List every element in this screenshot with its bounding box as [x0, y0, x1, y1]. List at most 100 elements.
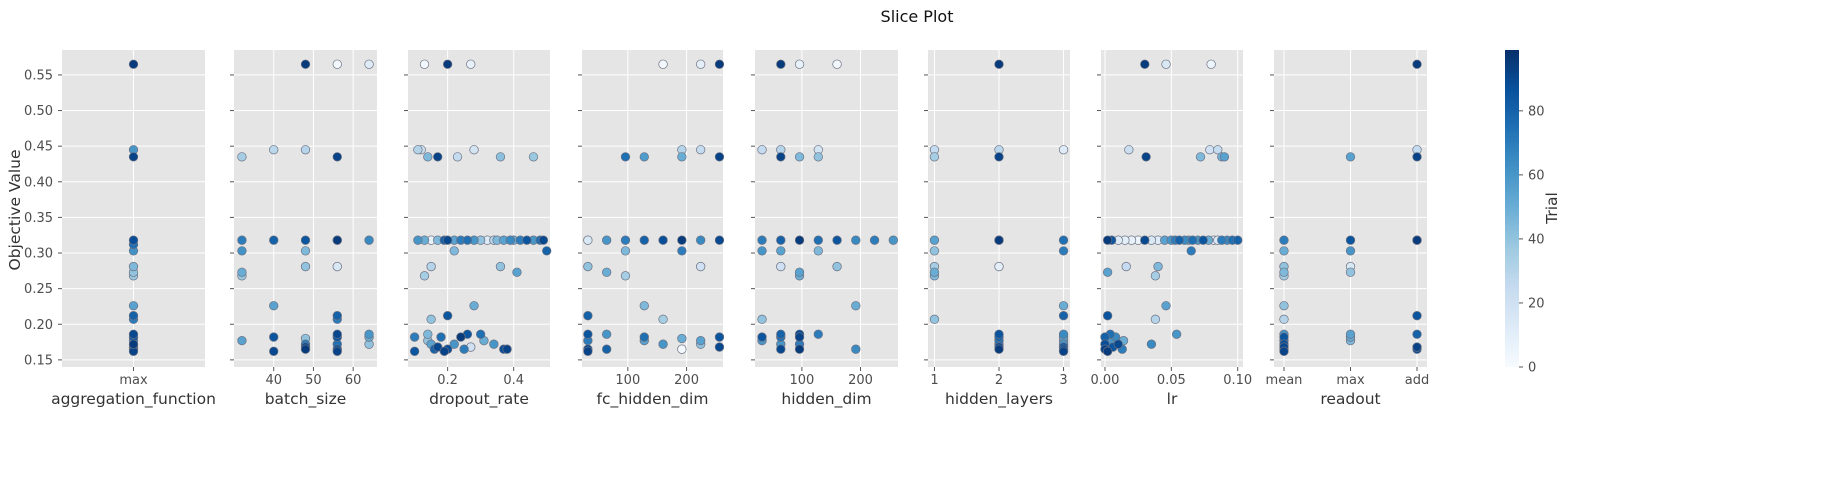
data-point	[1058, 346, 1069, 356]
data-point	[433, 342, 443, 352]
data-point	[851, 344, 861, 354]
data-point	[1140, 59, 1150, 69]
data-point	[794, 59, 805, 69]
x-tick-label: 0.4	[503, 373, 524, 388]
data-point	[459, 344, 469, 354]
data-point	[794, 267, 805, 277]
colorbar-tick-label: 60	[1528, 168, 1545, 183]
data-point	[1217, 235, 1227, 245]
data-point	[583, 346, 593, 356]
data-point	[495, 261, 506, 272]
data-point	[583, 235, 593, 245]
colorbar-tick-label: 80	[1528, 104, 1545, 119]
data-point	[442, 59, 453, 69]
data-point	[237, 335, 247, 346]
data-point	[413, 145, 423, 155]
data-point	[583, 311, 593, 321]
data-point	[994, 329, 1004, 339]
x-tick-label: 2	[995, 373, 1003, 388]
colorbar-tick-label: 0	[1528, 361, 1536, 376]
data-point	[269, 145, 279, 155]
data-point	[813, 152, 823, 162]
y-tick-label: 0.30	[24, 247, 53, 262]
data-point	[300, 246, 311, 256]
x-axis-title: batch_size	[265, 390, 347, 409]
data-point	[1412, 152, 1422, 162]
data-point	[1161, 301, 1171, 311]
data-point	[128, 339, 139, 349]
data-point	[1233, 235, 1243, 245]
data-point	[776, 59, 786, 69]
data-point	[1219, 152, 1230, 162]
data-point	[1150, 271, 1161, 281]
x-tick-label: 1	[930, 373, 938, 388]
data-point	[696, 335, 706, 346]
data-point	[583, 261, 593, 272]
y-axis-title: Objective Value	[6, 150, 24, 271]
data-point	[332, 59, 342, 69]
data-point	[1186, 246, 1196, 256]
data-point	[1058, 145, 1069, 155]
data-point	[1412, 311, 1422, 321]
data-point	[436, 332, 446, 342]
data-point	[832, 261, 842, 272]
data-point	[776, 261, 786, 272]
data-point	[794, 152, 805, 162]
data-point	[1058, 311, 1069, 321]
data-point	[409, 332, 420, 342]
y-tick-label: 0.40	[24, 175, 53, 190]
y-tick-label: 0.50	[24, 104, 53, 119]
data-point	[776, 329, 786, 339]
y-tick-label: 0.15	[24, 353, 53, 368]
data-point	[1146, 339, 1157, 349]
x-tick-label: 0.10	[1223, 373, 1252, 388]
data-point	[128, 329, 139, 339]
data-point	[269, 332, 279, 342]
data-point	[851, 301, 861, 311]
data-point	[1102, 267, 1113, 277]
data-point	[1141, 152, 1151, 162]
data-point	[469, 301, 479, 311]
data-point	[813, 235, 823, 245]
data-point	[1198, 235, 1208, 245]
data-point	[1279, 267, 1289, 277]
data-point	[794, 344, 805, 354]
data-point	[794, 332, 805, 342]
data-point	[1102, 346, 1113, 356]
data-point	[502, 344, 512, 354]
data-point	[620, 152, 631, 162]
data-point	[696, 235, 706, 245]
data-point	[813, 329, 823, 339]
data-point	[1345, 329, 1356, 339]
data-point	[409, 346, 420, 356]
panel-readout: mean max add readout	[1266, 50, 1429, 408]
data-point	[1279, 314, 1289, 324]
data-point	[522, 235, 532, 245]
data-point	[469, 145, 479, 155]
data-point	[449, 339, 459, 349]
data-point	[696, 261, 706, 272]
data-point	[442, 311, 453, 321]
colorbar-tick-label: 20	[1528, 296, 1545, 311]
data-point	[1412, 342, 1422, 352]
panel-background	[408, 50, 550, 367]
data-point	[658, 339, 668, 349]
data-point	[332, 346, 342, 356]
data-point	[300, 235, 311, 245]
data-point	[476, 329, 486, 339]
data-point	[300, 261, 311, 272]
data-point	[1153, 261, 1163, 272]
data-point	[1279, 301, 1289, 311]
data-point	[714, 332, 725, 342]
data-point	[757, 332, 767, 342]
data-point	[423, 152, 433, 162]
x-tick-label: 40	[265, 373, 282, 388]
data-point	[583, 329, 593, 339]
data-point	[602, 267, 612, 277]
data-point	[1213, 145, 1223, 155]
data-point	[658, 235, 668, 245]
data-point	[1412, 59, 1422, 69]
x-tick-label: 200	[674, 373, 699, 388]
data-point	[620, 271, 631, 281]
